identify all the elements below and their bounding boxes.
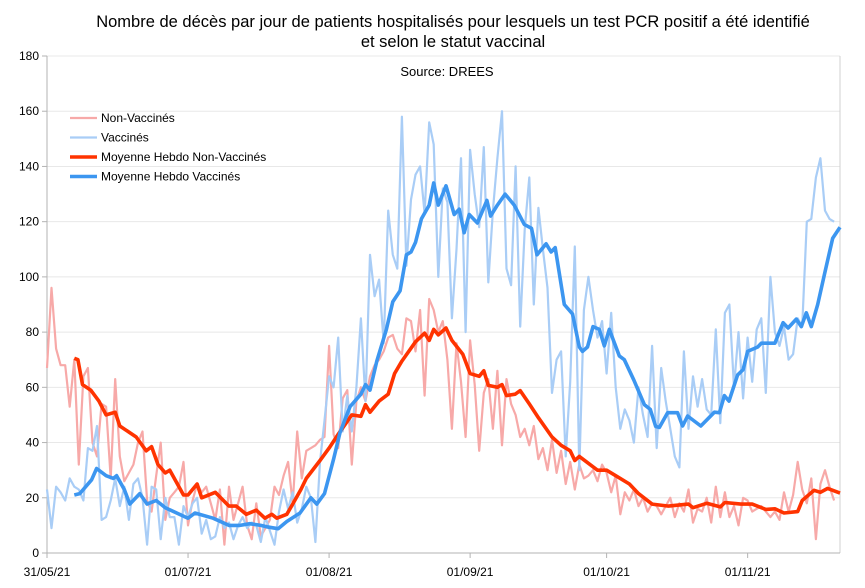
x-tick-label: 31/05/21 xyxy=(24,565,71,579)
y-tick-label: 60 xyxy=(26,380,40,394)
y-tick-label: 100 xyxy=(19,270,39,284)
legend-label: Non-Vaccinés xyxy=(101,111,175,125)
y-axis: 0 20 40 60 80 100 120 140 160 180 xyxy=(19,49,48,560)
x-tick-label: 01/08/21 xyxy=(306,565,353,579)
legend: Non-Vaccinés Vaccinés Moyenne Hebdo Non-Va… xyxy=(70,111,266,184)
x-tick-label: 01/11/21 xyxy=(725,565,771,579)
y-tick-label: 120 xyxy=(19,215,39,229)
series-line-1 xyxy=(45,110,835,546)
y-tick-label: 160 xyxy=(19,104,39,118)
chart-title-line-2: et selon le statut vaccinal xyxy=(361,33,545,51)
plot-lines xyxy=(45,110,842,546)
legend-label: Moyenne Hebdo Non-Vaccinés xyxy=(101,150,266,164)
legend-label: Vaccinés xyxy=(101,131,149,145)
series-line-2 xyxy=(73,326,841,521)
series-line-3 xyxy=(73,181,842,531)
x-axis: 31/05/21 01/07/21 01/08/21 01/09/21 01/10/21… xyxy=(24,552,840,579)
y-tick-label: 140 xyxy=(19,159,39,173)
y-tick-label: 0 xyxy=(32,546,39,560)
legend-label: Moyenne Hebdo Vaccinés xyxy=(101,170,240,184)
y-tick-label: 180 xyxy=(19,49,39,63)
y-tick-label: 80 xyxy=(26,325,40,339)
x-tick-label: 01/07/21 xyxy=(165,565,212,579)
chart-subtitle: Source: DREES xyxy=(400,64,494,79)
y-tick-label: 40 xyxy=(26,436,40,450)
y-tick-label: 20 xyxy=(26,491,40,505)
x-tick-label: 01/09/21 xyxy=(447,565,494,579)
x-tick-label: 01/10/21 xyxy=(583,565,630,579)
chart-title-line-1: Nombre de décès par jour de patients hos… xyxy=(96,13,810,31)
gridlines xyxy=(47,55,841,553)
